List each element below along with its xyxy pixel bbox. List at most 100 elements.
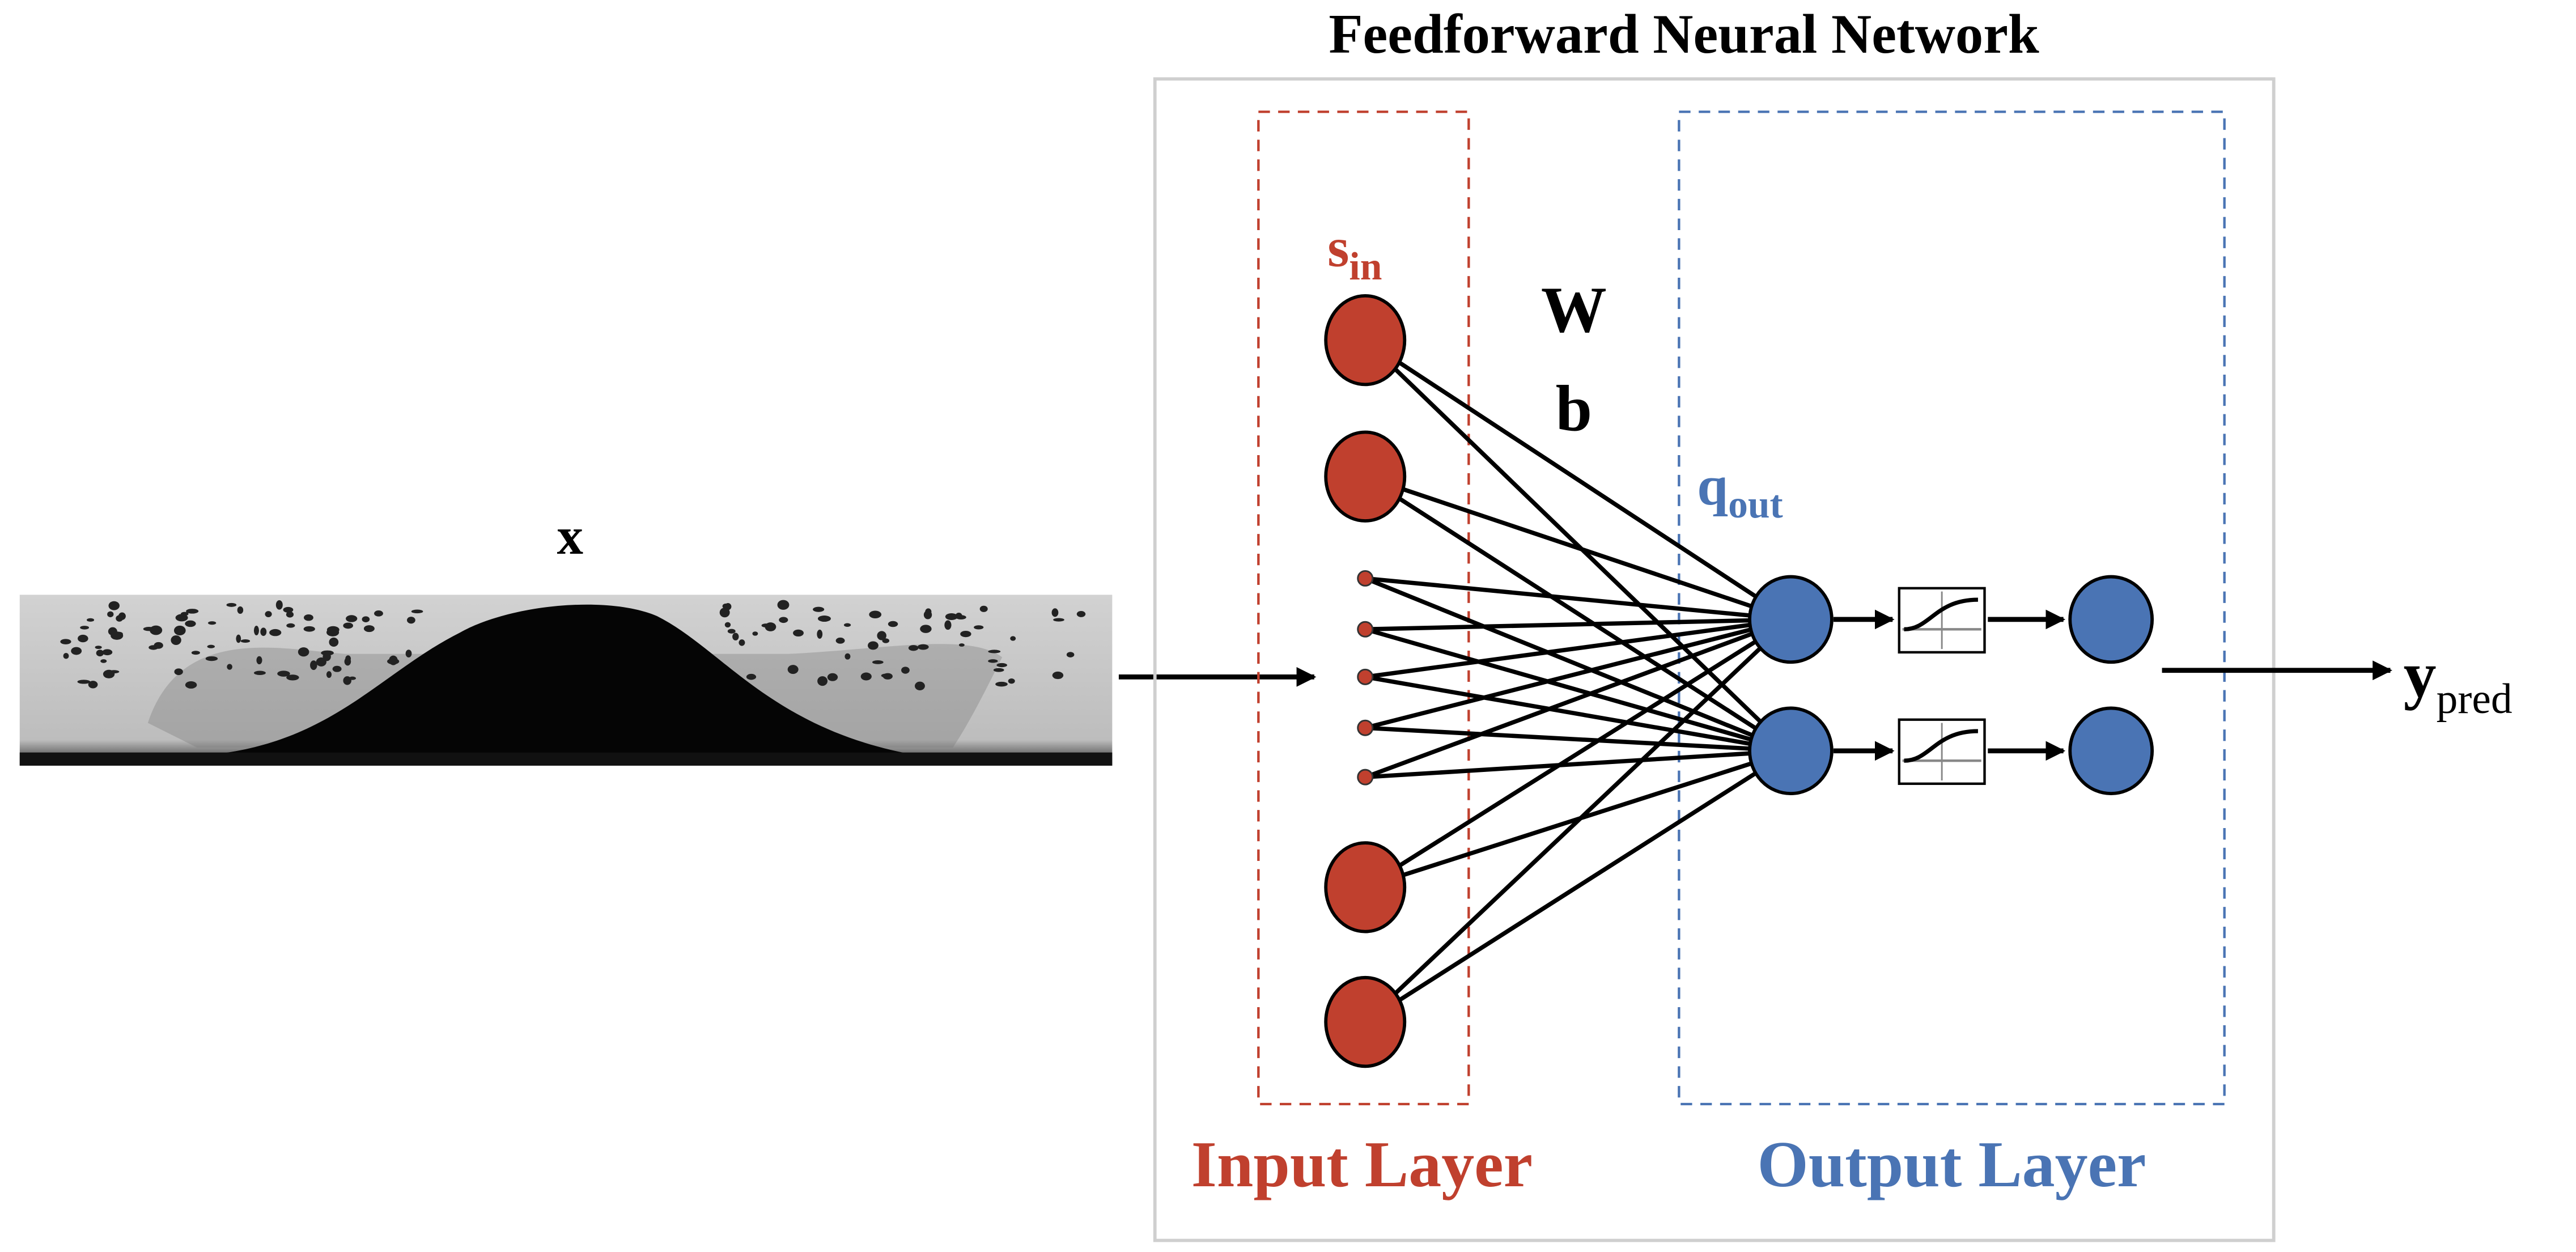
- weight-edge: [1364, 338, 1793, 753]
- weight-edge: [1364, 576, 1792, 753]
- splash-droplet: [387, 658, 400, 665]
- splash-droplet: [411, 609, 423, 614]
- input-node-small: [1357, 668, 1374, 685]
- splash-droplet: [260, 627, 267, 636]
- splash-droplet: [237, 606, 244, 614]
- splash-droplet: [993, 668, 1004, 672]
- weight-edge: [1364, 474, 1792, 753]
- splash-droplet: [988, 659, 998, 663]
- splash-droplet: [226, 602, 237, 607]
- weight-edge: [1364, 338, 1792, 622]
- splash-droplet: [1052, 671, 1064, 680]
- splash-droplet: [332, 665, 342, 672]
- input-layer-label: Input Layer: [1191, 1128, 1533, 1201]
- weight-edge: [1365, 725, 1791, 753]
- splash-droplet: [95, 646, 102, 650]
- weight-edge: [1364, 617, 1792, 779]
- splash-droplet: [1051, 608, 1059, 617]
- splash-droplet: [746, 673, 757, 680]
- splash-droplet: [739, 639, 745, 646]
- splash-droplet: [869, 610, 882, 618]
- input-node-small: [1357, 769, 1374, 786]
- weight-connections: [1364, 338, 1793, 1024]
- splash-droplet: [363, 625, 375, 633]
- splash-droplet: [362, 616, 370, 622]
- splash-droplet: [817, 629, 823, 639]
- splash-droplet: [253, 625, 259, 635]
- splash-droplet: [88, 681, 98, 689]
- splash-droplet: [269, 629, 282, 636]
- splash-droplet: [1066, 652, 1075, 657]
- splash-droplet: [174, 668, 183, 676]
- splash-droplet: [974, 625, 984, 630]
- splash-droplet: [175, 614, 188, 622]
- splash-droplet: [86, 618, 95, 622]
- splash-droplet: [277, 670, 290, 677]
- splash-droplet: [901, 667, 910, 674]
- weight-edge: [1364, 618, 1793, 1024]
- splash-droplet: [102, 649, 113, 656]
- splash-droplet: [286, 623, 295, 628]
- splash-droplet: [298, 647, 309, 657]
- splash-droplet: [779, 617, 788, 623]
- output-node: [1748, 706, 1834, 796]
- weight-edge: [1364, 749, 1792, 1024]
- splash-droplet: [344, 657, 351, 666]
- splash-droplet: [346, 615, 358, 622]
- splash-droplet: [275, 600, 283, 610]
- input-node: [1324, 430, 1407, 523]
- splash-droplet: [154, 642, 163, 649]
- splash-droplet: [116, 631, 123, 637]
- splash-droplet: [286, 611, 294, 618]
- splash-droplet: [844, 653, 851, 660]
- splash-droplet: [1076, 610, 1086, 617]
- splash-droplet: [63, 653, 69, 659]
- splash-droplet: [872, 660, 884, 664]
- output-label: ypred: [2404, 639, 2513, 723]
- splash-droplet: [960, 631, 971, 638]
- splash-droplet: [186, 609, 199, 614]
- weight-edge: [1364, 474, 1792, 622]
- splash-droplet: [988, 650, 1001, 653]
- splash-droplet: [817, 676, 828, 686]
- splash-droplet: [181, 612, 189, 616]
- splash-droplet: [326, 626, 339, 634]
- splash-droplet: [944, 620, 952, 630]
- splash-droplet: [979, 605, 988, 612]
- splash-droplet: [240, 639, 251, 643]
- splash-droplet: [256, 656, 262, 665]
- splash-droplet: [958, 643, 965, 647]
- splash-droplet: [405, 650, 412, 657]
- splash-droplet: [236, 634, 241, 643]
- splash-droplet: [78, 634, 88, 643]
- splash-droplet: [173, 625, 186, 636]
- splash-droplet: [77, 680, 91, 684]
- splash-droplet: [322, 652, 331, 661]
- splash-droplet: [191, 651, 200, 655]
- splash-droplet: [920, 625, 932, 633]
- splash-droplet: [956, 615, 966, 620]
- network-frame: [1153, 77, 2276, 1242]
- splash-droplet: [253, 670, 266, 675]
- splash-droplet: [171, 635, 181, 645]
- splash-droplet: [793, 629, 804, 636]
- weight-edge: [1365, 749, 1791, 779]
- splash-droplet: [945, 613, 958, 621]
- splash-droplet: [860, 672, 872, 681]
- splash-droplet: [205, 656, 218, 661]
- splash-droplet: [304, 614, 313, 621]
- splash-droplet: [908, 645, 919, 651]
- input-layer-box: [1257, 111, 1470, 1106]
- weight-edge: [1365, 576, 1791, 622]
- input-node: [1324, 841, 1407, 933]
- splash-droplet: [108, 601, 120, 610]
- splash-droplet: [343, 622, 353, 629]
- splash-droplet: [843, 623, 851, 627]
- splash-image: [19, 595, 1113, 766]
- splash-droplet: [80, 626, 90, 630]
- output-symbol: qout: [1697, 455, 1783, 527]
- splash-droplet: [310, 660, 317, 670]
- splash-droplet: [835, 637, 845, 644]
- input-node-small: [1357, 719, 1374, 736]
- prediction-node: [2068, 575, 2154, 664]
